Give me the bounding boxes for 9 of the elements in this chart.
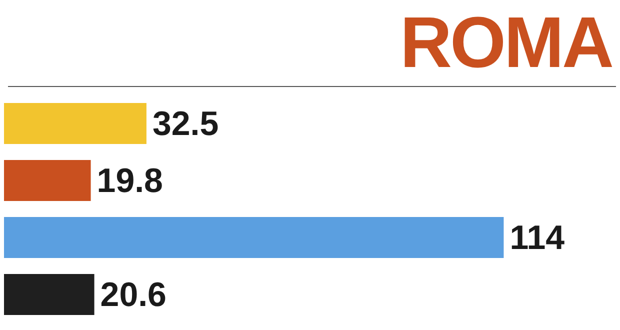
chart-title: ROMA	[8, 0, 616, 87]
bar	[4, 102, 146, 144]
bar	[4, 274, 94, 316]
bar	[4, 160, 91, 202]
data-label: 114	[510, 218, 565, 257]
data-label: 20.6	[100, 276, 166, 314]
data-label: 19.8	[96, 162, 163, 200]
data-label: 32.5	[152, 104, 219, 143]
bar	[4, 216, 504, 258]
